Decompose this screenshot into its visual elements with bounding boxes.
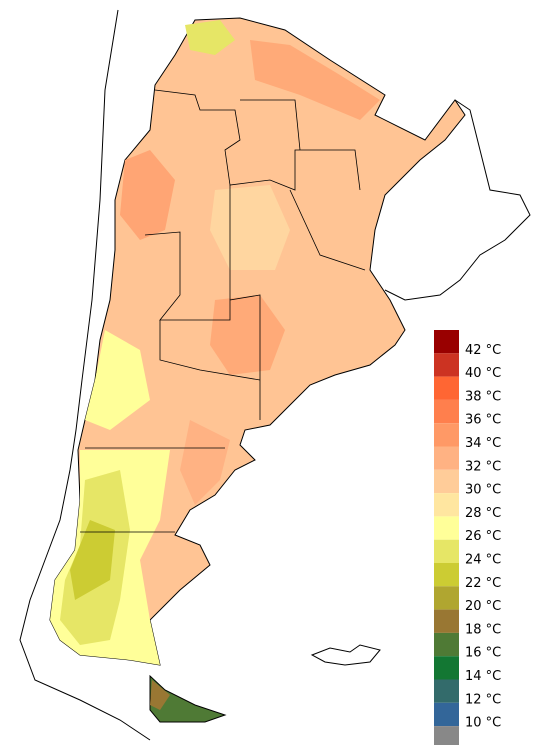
legend-label: 22 °C: [465, 576, 501, 591]
legend-label: 40 °C: [465, 366, 501, 381]
legend-swatch: [434, 423, 459, 447]
legend-swatch: [434, 632, 459, 657]
legend-label: 36 °C: [465, 413, 501, 428]
legend-label: 28 °C: [465, 506, 501, 521]
legend: 42 °C 40 °C 38 °C 36 °C 34 °C 32 °C 30 °C 28 °C…: [434, 330, 501, 745]
legend-label: 24 °C: [465, 553, 501, 568]
legend-label: 18 °C: [465, 622, 501, 637]
legend-label: 30 °C: [465, 483, 501, 498]
legend-swatch: [434, 586, 459, 610]
legend-swatch: [434, 493, 459, 517]
legend-label: 16 °C: [465, 646, 501, 661]
warm-zone: [210, 295, 285, 375]
legend-swatch: [434, 446, 459, 470]
legend-swatch: [434, 726, 459, 745]
legend-swatch: [434, 702, 459, 727]
legend-label: 32 °C: [465, 459, 501, 474]
province-lines: [80, 89, 366, 533]
warm-zone: [120, 150, 175, 240]
legend-label: 14 °C: [465, 669, 501, 684]
legend-swatch: [434, 376, 459, 400]
cool-zone: [185, 20, 235, 55]
legend-swatch: [434, 539, 459, 563]
border: [384, 99, 531, 301]
legend-swatch: [434, 469, 459, 494]
cool-zone: [70, 520, 115, 600]
coastline: [19, 9, 151, 741]
legend-swatch: [434, 656, 459, 680]
legend-label: 20 °C: [465, 599, 501, 614]
legend-swatch: [434, 399, 459, 424]
legend-label: 34 °C: [465, 436, 501, 451]
legend-swatch: [434, 679, 459, 703]
legend-swatch: [434, 353, 459, 377]
legend-swatch: [434, 563, 459, 587]
island: [310, 644, 381, 666]
legend-label: 26 °C: [465, 529, 501, 544]
warm-zone: [180, 420, 230, 505]
legend-label: 38 °C: [465, 389, 501, 404]
island: [149, 674, 227, 723]
legend-label: 42 °C: [465, 343, 501, 358]
cool-zone: [85, 330, 150, 430]
legend-swatch: [434, 330, 459, 354]
legend-label: 10 °C: [465, 716, 501, 731]
warm-zone: [250, 40, 380, 120]
island-zone: [150, 680, 170, 710]
legend-swatch: [434, 516, 459, 540]
legend-swatch: [434, 609, 459, 633]
legend-label: 12 °C: [465, 692, 501, 707]
